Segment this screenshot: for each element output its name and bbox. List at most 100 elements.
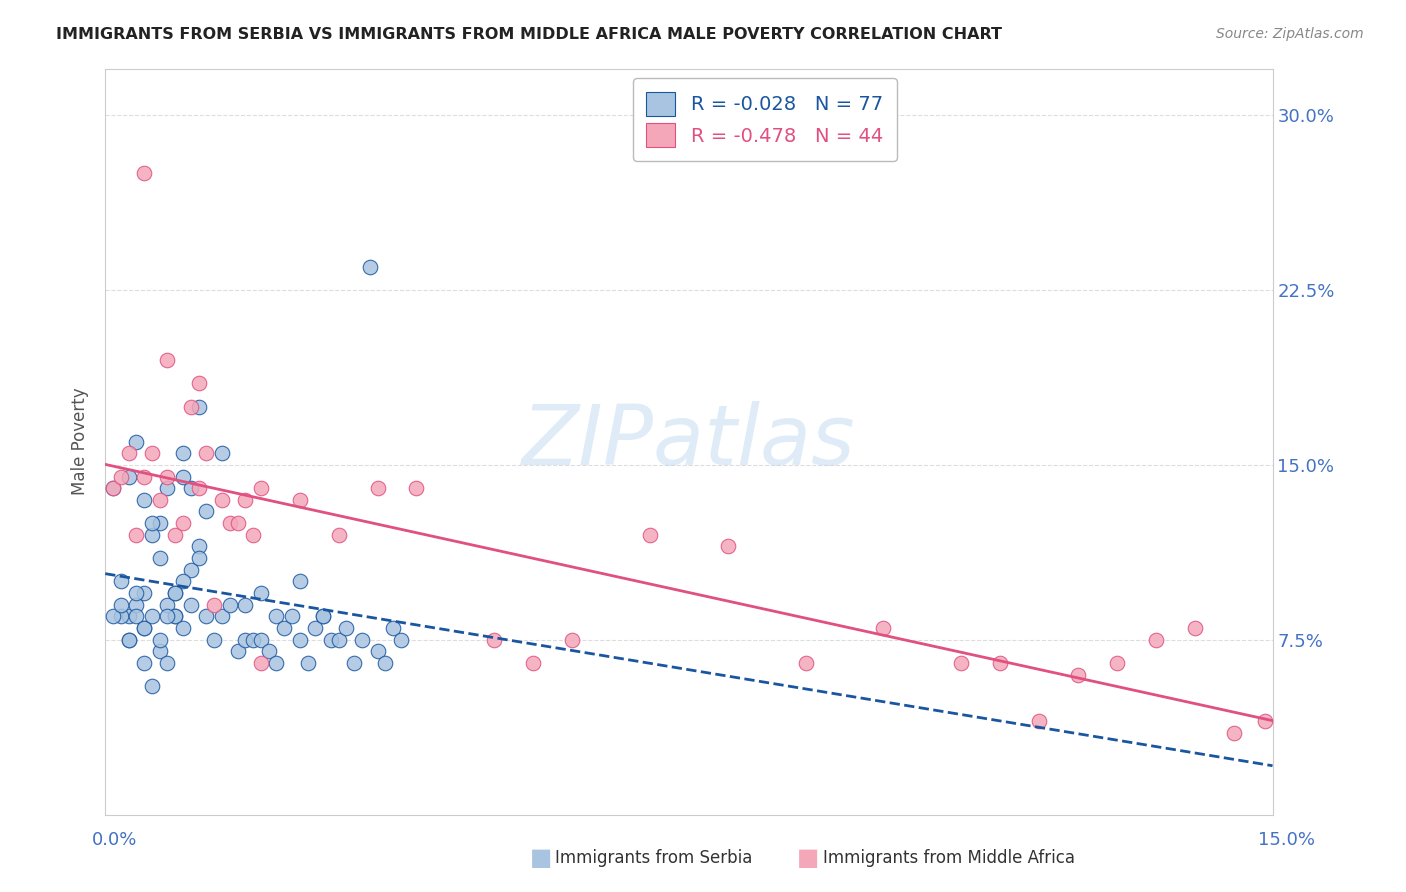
Point: [125, 586, 148, 600]
Point: [250, 481, 273, 495]
Point: [134, 469, 156, 483]
Point: [1067, 667, 1090, 681]
Point: [165, 528, 187, 542]
Point: [335, 621, 357, 635]
Point: [226, 516, 249, 530]
Point: [288, 574, 311, 589]
Point: [134, 492, 156, 507]
Point: [141, 609, 163, 624]
Point: [343, 656, 366, 670]
Point: [156, 481, 179, 495]
Point: [382, 621, 405, 635]
Point: [101, 481, 124, 495]
Point: [350, 632, 373, 647]
Point: [141, 528, 163, 542]
Point: [180, 598, 202, 612]
Point: [250, 586, 273, 600]
Point: [218, 598, 240, 612]
Point: [233, 632, 256, 647]
Point: [211, 446, 233, 460]
Point: [187, 551, 209, 566]
Point: [195, 609, 218, 624]
Point: [125, 528, 148, 542]
Point: [266, 656, 288, 670]
Point: [288, 632, 311, 647]
Point: [638, 528, 661, 542]
Point: [561, 632, 583, 647]
Text: Immigrants from Middle Africa: Immigrants from Middle Africa: [823, 849, 1074, 867]
Point: [134, 656, 156, 670]
Point: [1144, 632, 1167, 647]
Point: [1028, 714, 1050, 729]
Point: [141, 446, 163, 460]
Point: [110, 609, 132, 624]
Point: [134, 621, 156, 635]
Point: [367, 481, 389, 495]
Point: [156, 609, 179, 624]
Point: [950, 656, 973, 670]
Point: [211, 492, 233, 507]
Point: [180, 400, 202, 414]
Point: [988, 656, 1011, 670]
Point: [149, 644, 172, 658]
Point: [226, 644, 249, 658]
Point: [717, 540, 740, 554]
Point: [1184, 621, 1206, 635]
Point: [172, 574, 194, 589]
Text: ■: ■: [797, 847, 820, 870]
Legend: R = -0.028   N = 77, R = -0.478   N = 44: R = -0.028 N = 77, R = -0.478 N = 44: [633, 78, 897, 161]
Point: [273, 621, 295, 635]
Point: [117, 469, 139, 483]
Point: [374, 656, 396, 670]
Point: [110, 574, 132, 589]
Point: [165, 586, 187, 600]
Point: [1105, 656, 1128, 670]
Point: [149, 632, 172, 647]
Point: [149, 551, 172, 566]
Point: [165, 609, 187, 624]
Point: [218, 516, 240, 530]
Point: [187, 376, 209, 391]
Point: [125, 598, 148, 612]
Point: [156, 353, 179, 368]
Point: [389, 632, 412, 647]
Point: [312, 609, 335, 624]
Point: [117, 632, 139, 647]
Point: [156, 469, 179, 483]
Point: [1222, 726, 1244, 740]
Point: [328, 632, 350, 647]
Y-axis label: Male Poverty: Male Poverty: [72, 388, 89, 495]
Point: [312, 609, 335, 624]
Point: [242, 632, 264, 647]
Point: [172, 446, 194, 460]
Text: IMMIGRANTS FROM SERBIA VS IMMIGRANTS FROM MIDDLE AFRICA MALE POVERTY CORRELATION: IMMIGRANTS FROM SERBIA VS IMMIGRANTS FRO…: [56, 27, 1002, 42]
Point: [257, 644, 280, 658]
Point: [233, 598, 256, 612]
Point: [134, 586, 156, 600]
Point: [242, 528, 264, 542]
Point: [281, 609, 304, 624]
Point: [266, 609, 288, 624]
Point: [117, 446, 139, 460]
Point: [233, 492, 256, 507]
Point: [319, 632, 342, 647]
Point: [187, 481, 209, 495]
Point: [117, 632, 139, 647]
Point: [156, 656, 179, 670]
Point: [367, 644, 389, 658]
Point: [149, 516, 172, 530]
Text: 0.0%: 0.0%: [91, 831, 136, 849]
Point: [180, 563, 202, 577]
Point: [187, 540, 209, 554]
Point: [872, 621, 894, 635]
Point: [172, 469, 194, 483]
Point: [125, 609, 148, 624]
Point: [180, 481, 202, 495]
Point: [405, 481, 427, 495]
Text: ■: ■: [530, 847, 553, 870]
Point: [195, 446, 218, 460]
Point: [149, 492, 172, 507]
Point: [110, 598, 132, 612]
Point: [202, 598, 225, 612]
Point: [172, 516, 194, 530]
